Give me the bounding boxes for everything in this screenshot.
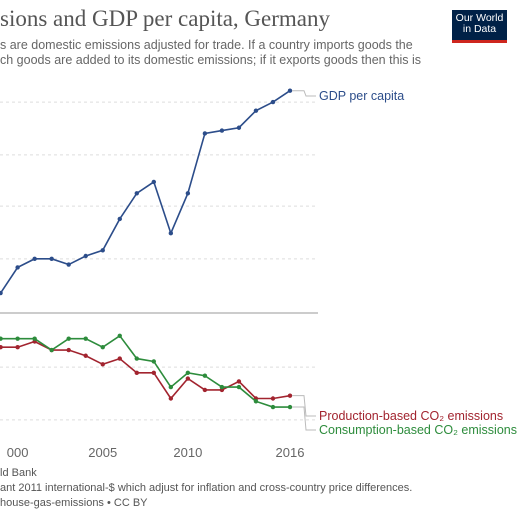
owid-logo[interactable]: Our World in Data (452, 10, 507, 43)
data-point (0, 336, 3, 341)
series-label: GDP per capita (319, 89, 404, 103)
chart-subtitle-line-2: ch goods are added to its domestic emiss… (0, 53, 422, 67)
data-point (270, 99, 276, 105)
x-tick-label: 2010 (173, 445, 202, 460)
units-note: ant 2011 international-$ which adjust fo… (0, 482, 413, 494)
data-point (134, 356, 139, 361)
x-tick-label: 2005 (88, 445, 117, 460)
series-label: Production-based CO₂ emissions (319, 409, 503, 423)
series-label: Consumption-based CO₂ emissions (319, 423, 517, 437)
data-point (202, 373, 208, 378)
data-point (151, 370, 157, 376)
data-point (134, 370, 139, 376)
series-line (0, 90, 291, 294)
series-line (0, 340, 291, 400)
data-point (287, 404, 293, 410)
data-point (236, 125, 242, 130)
data-point (100, 248, 105, 253)
license-note: house-gas-emissions • CC BY (0, 497, 148, 509)
data-point (0, 345, 3, 350)
data-point (185, 370, 191, 376)
label-connector (292, 395, 316, 417)
data-point (270, 396, 276, 401)
data-point (202, 131, 208, 136)
data-point (32, 336, 37, 341)
data-point (66, 336, 71, 341)
logo-text-line-1: Our World (455, 12, 504, 24)
data-point (270, 404, 276, 410)
label-connector (292, 90, 316, 97)
x-tick-label: 2016 (276, 445, 305, 460)
data-point (287, 88, 293, 93)
chart-title: sions and GDP per capita, Germany (0, 6, 331, 31)
data-point (49, 256, 54, 262)
data-point (100, 345, 105, 350)
data-point (168, 231, 174, 236)
data-point (219, 128, 225, 133)
data-point (0, 290, 3, 296)
data-point (185, 191, 191, 196)
data-point (287, 393, 293, 398)
label-connector (292, 406, 316, 431)
data-point (134, 191, 139, 196)
data-point (83, 353, 88, 358)
line-chart: 000 2005 2010 2016 GDP per capita Production-… (0, 88, 517, 460)
data-point (253, 399, 259, 404)
data-point (236, 384, 242, 390)
data-point (151, 179, 157, 185)
logo-text-line-2: in Data (462, 23, 497, 35)
chart-subtitle-line-1: s are domestic emissions adjusted for tr… (0, 38, 413, 52)
series-line (0, 334, 290, 408)
source-note: ld Bank (0, 467, 37, 479)
data-point (15, 345, 20, 350)
x-tick-label: 000 (7, 445, 29, 460)
data-point (219, 384, 225, 390)
data-point (100, 362, 105, 367)
data-point (15, 336, 20, 341)
data-point (168, 396, 174, 401)
data-point (83, 253, 88, 259)
data-point (32, 256, 37, 262)
data-point (168, 384, 174, 390)
data-point (66, 347, 71, 353)
data-point (151, 359, 157, 364)
data-point (117, 216, 122, 222)
data-point (253, 108, 259, 113)
data-point (185, 376, 191, 381)
data-point (117, 356, 122, 361)
data-point (202, 387, 208, 393)
data-point (117, 333, 122, 338)
data-point (49, 347, 54, 353)
data-point (15, 265, 20, 270)
data-point (236, 379, 242, 384)
data-point (83, 336, 88, 341)
data-point (66, 262, 71, 267)
